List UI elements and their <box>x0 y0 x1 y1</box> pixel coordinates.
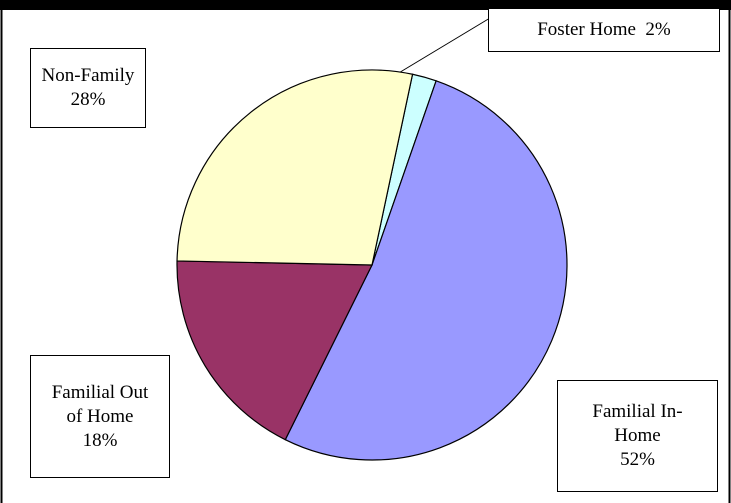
frame-top <box>0 0 731 10</box>
label-box: Foster Home 2% <box>488 8 720 52</box>
pie-slice <box>176 260 373 441</box>
label-box: Familial In-Home 52% <box>557 380 718 492</box>
slice-label: Familial Out of Home <box>51 381 149 427</box>
slice-label: Non-Family <box>41 65 135 86</box>
label-box: Familial Out of Home 18% <box>30 355 170 478</box>
value-label: 18% <box>82 429 118 451</box>
leader-line <box>396 17 491 75</box>
pie-slice <box>176 69 414 266</box>
value-label: 28% <box>70 89 106 110</box>
slice-label: Familial In-Home <box>592 401 683 446</box>
slice-label: Foster Home <box>537 19 636 40</box>
pie-slice <box>284 80 568 461</box>
label-box: Non-Family 28% <box>30 48 146 128</box>
value-label: 52% <box>620 449 655 470</box>
value-label: 2% <box>645 19 671 40</box>
